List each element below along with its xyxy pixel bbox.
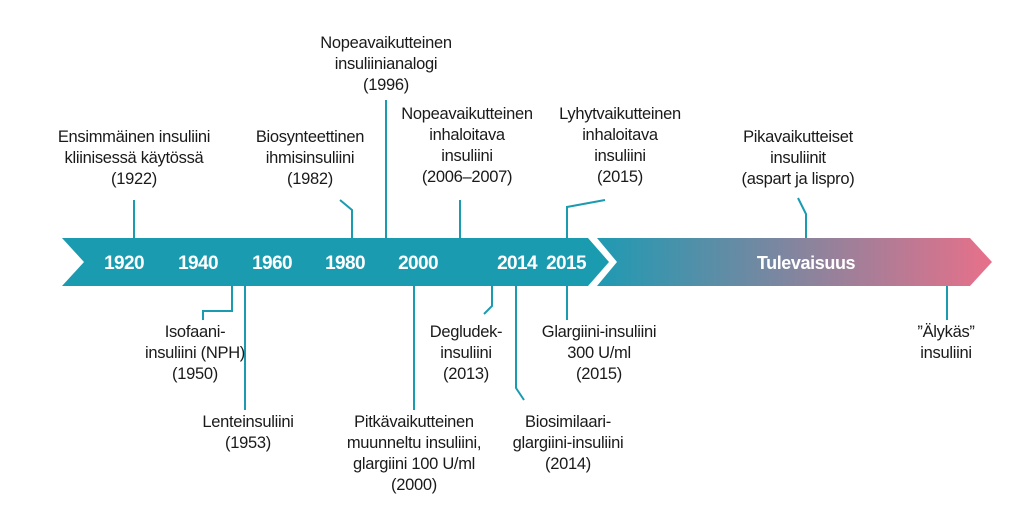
event-line: Glargiini-insuliini: [541, 323, 657, 341]
event-lente-insulin: Lenteinsuliini (1953): [202, 412, 294, 454]
event-line: insuliinianalogi: [334, 55, 438, 73]
event-year: (2014): [545, 455, 591, 473]
event-line: Lenteinsuliini: [202, 413, 294, 431]
event-rapid-inhaled-insulin: Nopeavaikutteinen inhaloitava insuliini …: [401, 104, 533, 188]
event-line: ihmisinsuliini: [265, 149, 355, 167]
event-rapid-acting-analog: Nopeavaikutteinen insuliinianalogi (1996…: [320, 33, 452, 96]
event-line: glargiini-insuliini: [512, 434, 624, 452]
event-isophane-nph: Isofaani- insuliini (NPH) (1950): [145, 322, 245, 385]
connector-biosynthetic: [339, 199, 353, 238]
event-rapid-acting-insulins: Pikavaikutteiset insuliinit (aspart ja l…: [742, 127, 855, 190]
event-long-acting-glargine-100: Pitkävaikutteinen muunneltu insuliini, g…: [346, 412, 482, 496]
event-line: inhaloitava: [582, 126, 658, 144]
event-connector-lines: [133, 100, 948, 410]
event-biosynthetic-human-insulin: Biosynteettinen ihmisinsuliini (1982): [255, 127, 365, 190]
event-short-inhaled-insulin: Lyhytvaikutteinen inhaloitava insuliini …: [559, 104, 681, 188]
event-line: Nopeavaikutteinen: [401, 105, 533, 123]
connector-biosimilar: [515, 286, 525, 401]
connector-nph: [202, 286, 233, 320]
event-line: Pikavaikutteiset: [743, 128, 853, 146]
event-line: glargiini 100 U/ml: [352, 455, 476, 473]
event-year: (2015): [576, 365, 622, 383]
event-line: inhaloitava: [429, 126, 505, 144]
year-label-2014: 2014: [497, 253, 537, 274]
event-line: Ensimmäinen insuliini: [57, 128, 211, 146]
year-label-1980: 1980: [325, 253, 365, 274]
year-label-2015: 2015: [546, 253, 586, 274]
event-line: kliinisessä käytössä: [64, 149, 204, 167]
connector-inhaled-2015: [566, 199, 606, 238]
year-label-1940: 1940: [178, 253, 218, 274]
event-year: (2013): [443, 365, 489, 383]
event-line: insuliinit: [770, 149, 826, 167]
event-line: 300 U/ml: [567, 344, 631, 362]
event-line: insuliini: [440, 344, 492, 362]
event-line: (aspart ja lispro): [741, 170, 855, 188]
event-year: (1922): [111, 170, 157, 188]
event-year: (1953): [225, 434, 271, 452]
event-line: insuliini (NPH): [144, 344, 246, 362]
event-line: Nopeavaikutteinen: [320, 34, 452, 52]
event-line: muunneltu insuliini,: [346, 434, 482, 452]
event-year: (2000): [391, 476, 437, 494]
event-year: (1950): [172, 365, 218, 383]
event-first-clinical-insulin: Ensimmäinen insuliini kliinisessä käytös…: [57, 127, 211, 190]
event-line: Lyhytvaikutteinen: [559, 105, 681, 123]
year-label-1920: 1920: [104, 253, 144, 274]
year-label-1960: 1960: [252, 253, 292, 274]
event-year: (1982): [287, 170, 333, 188]
event-year: (2006–2007): [421, 168, 513, 186]
event-biosimilar-glargine: Biosimilaari- glargiini-insuliini (2014): [513, 412, 624, 475]
event-line: Biosynteettinen: [255, 128, 365, 146]
event-line: Degludek-: [429, 323, 503, 341]
event-glargine-300: Glargiini-insuliini 300 U/ml (2015): [541, 322, 657, 385]
event-year: (1996): [363, 76, 409, 94]
event-line: insuliini: [920, 344, 972, 362]
event-line: Biosimilaari-: [525, 413, 611, 431]
event-line: Isofaani-: [164, 323, 226, 341]
year-label-2000: 2000: [398, 253, 438, 274]
connector-degludec: [483, 286, 493, 315]
event-line: Pitkävaikutteinen: [354, 413, 474, 431]
event-line: ”Älykäs”: [917, 323, 975, 341]
event-smart-insulin: ”Älykäs” insuliini: [917, 322, 974, 364]
event-degludec: Degludek- insuliini (2013): [430, 322, 503, 385]
event-year: (2015): [597, 168, 643, 186]
event-line: insuliini: [594, 147, 646, 165]
future-label: Tulevaisuus: [756, 253, 856, 273]
future-timeline-arrow: [597, 238, 992, 286]
past-timeline-arrow: [62, 238, 609, 286]
connector-rapid-insulins: [797, 197, 807, 238]
event-line: insuliini: [441, 147, 493, 165]
